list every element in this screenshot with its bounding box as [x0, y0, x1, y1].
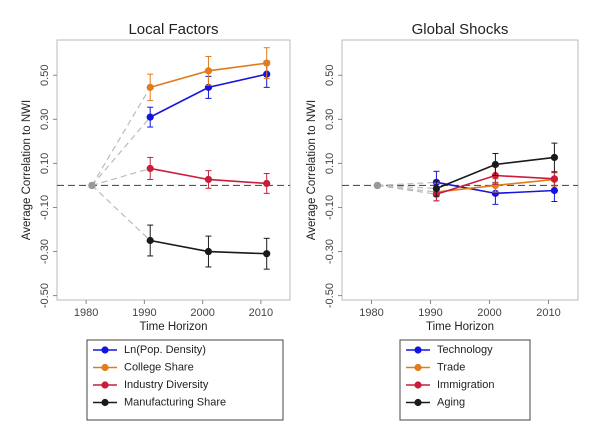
origin-connector — [91, 87, 151, 186]
legend-label: Trade — [437, 361, 465, 373]
data-point — [263, 250, 271, 258]
legend-label: Industry Diversity — [124, 379, 209, 391]
y-tick-label: 0.50 — [39, 65, 51, 86]
legend-marker — [101, 398, 109, 407]
y-tick-label: -0.50 — [39, 283, 51, 308]
legend-label: Technology — [437, 344, 493, 356]
y-tick-label: 0.50 — [324, 65, 336, 86]
x-tick-label: 1990 — [418, 307, 442, 319]
chart-title: Local Factors — [128, 21, 218, 38]
data-point — [263, 179, 271, 188]
x-tick-label: 2000 — [477, 307, 501, 319]
legend-marker — [414, 346, 422, 354]
legend-label: Aging — [437, 396, 465, 408]
legend-label: College Share — [124, 361, 194, 373]
y-axis-label: Average Correlation to NWI — [21, 100, 33, 240]
chart-title: Global Shocks — [412, 21, 509, 38]
y-tick-label: -0.10 — [324, 195, 336, 220]
origin-connector — [91, 184, 151, 241]
legend-marker — [101, 363, 109, 372]
x-tick-label: 1990 — [132, 307, 156, 319]
data-point — [204, 67, 213, 75]
data-point — [432, 184, 440, 193]
legend-label: Ln(Pop. Density) — [124, 344, 206, 356]
data-point — [146, 236, 154, 245]
y-axis-label: Average Correlation to NWI — [306, 100, 318, 240]
x-tick-label: 1980 — [359, 307, 383, 319]
legend-marker — [101, 346, 109, 354]
y-tick-label: -0.50 — [324, 283, 336, 308]
x-axis-label: Time Horizon — [140, 321, 208, 333]
panel: Local Factors Time Horizon Average Correla… — [21, 21, 291, 421]
plot-frame — [341, 39, 579, 301]
y-tick-label: 0.30 — [39, 109, 51, 130]
y-tick-label: 0.10 — [39, 153, 51, 174]
origin-connector — [377, 184, 437, 193]
legend-box — [86, 339, 284, 421]
data-point — [204, 175, 213, 184]
data-point — [491, 160, 499, 169]
x-tick-label: 1980 — [74, 307, 98, 319]
legend-marker — [414, 381, 422, 389]
y-tick-label: -0.30 — [324, 239, 336, 264]
data-point — [88, 181, 96, 190]
data-point — [373, 181, 381, 190]
data-point — [550, 175, 559, 183]
x-tick-label: 2010 — [536, 307, 560, 319]
y-tick-label: -0.30 — [39, 239, 51, 264]
origin-connector — [91, 116, 151, 186]
legend-marker — [414, 398, 422, 407]
origin-connector — [377, 184, 437, 195]
x-axis-label: Time Horizon — [426, 321, 494, 333]
legend-box — [399, 339, 531, 421]
data-point — [550, 186, 559, 195]
y-tick-label: 0.30 — [324, 109, 336, 130]
data-point — [146, 164, 154, 173]
x-tick-label: 2000 — [190, 307, 214, 319]
legend-marker — [101, 381, 109, 389]
data-point — [146, 83, 154, 91]
legend-marker — [414, 363, 422, 372]
data-point — [550, 153, 559, 162]
y-tick-label: -0.10 — [39, 195, 51, 220]
y-tick-label: 0.10 — [324, 153, 336, 174]
data-point — [146, 113, 154, 121]
x-tick-label: 2010 — [249, 307, 273, 319]
data-point — [263, 59, 271, 67]
data-point — [491, 181, 499, 190]
origin-connector — [91, 167, 151, 186]
data-point — [204, 247, 213, 256]
panel: Global Shocks Time Horizon Average Correla… — [306, 21, 579, 421]
legend-label: Immigration — [437, 379, 494, 391]
plot-frame — [56, 39, 291, 301]
legend-label: Manufacturing Share — [124, 396, 226, 408]
